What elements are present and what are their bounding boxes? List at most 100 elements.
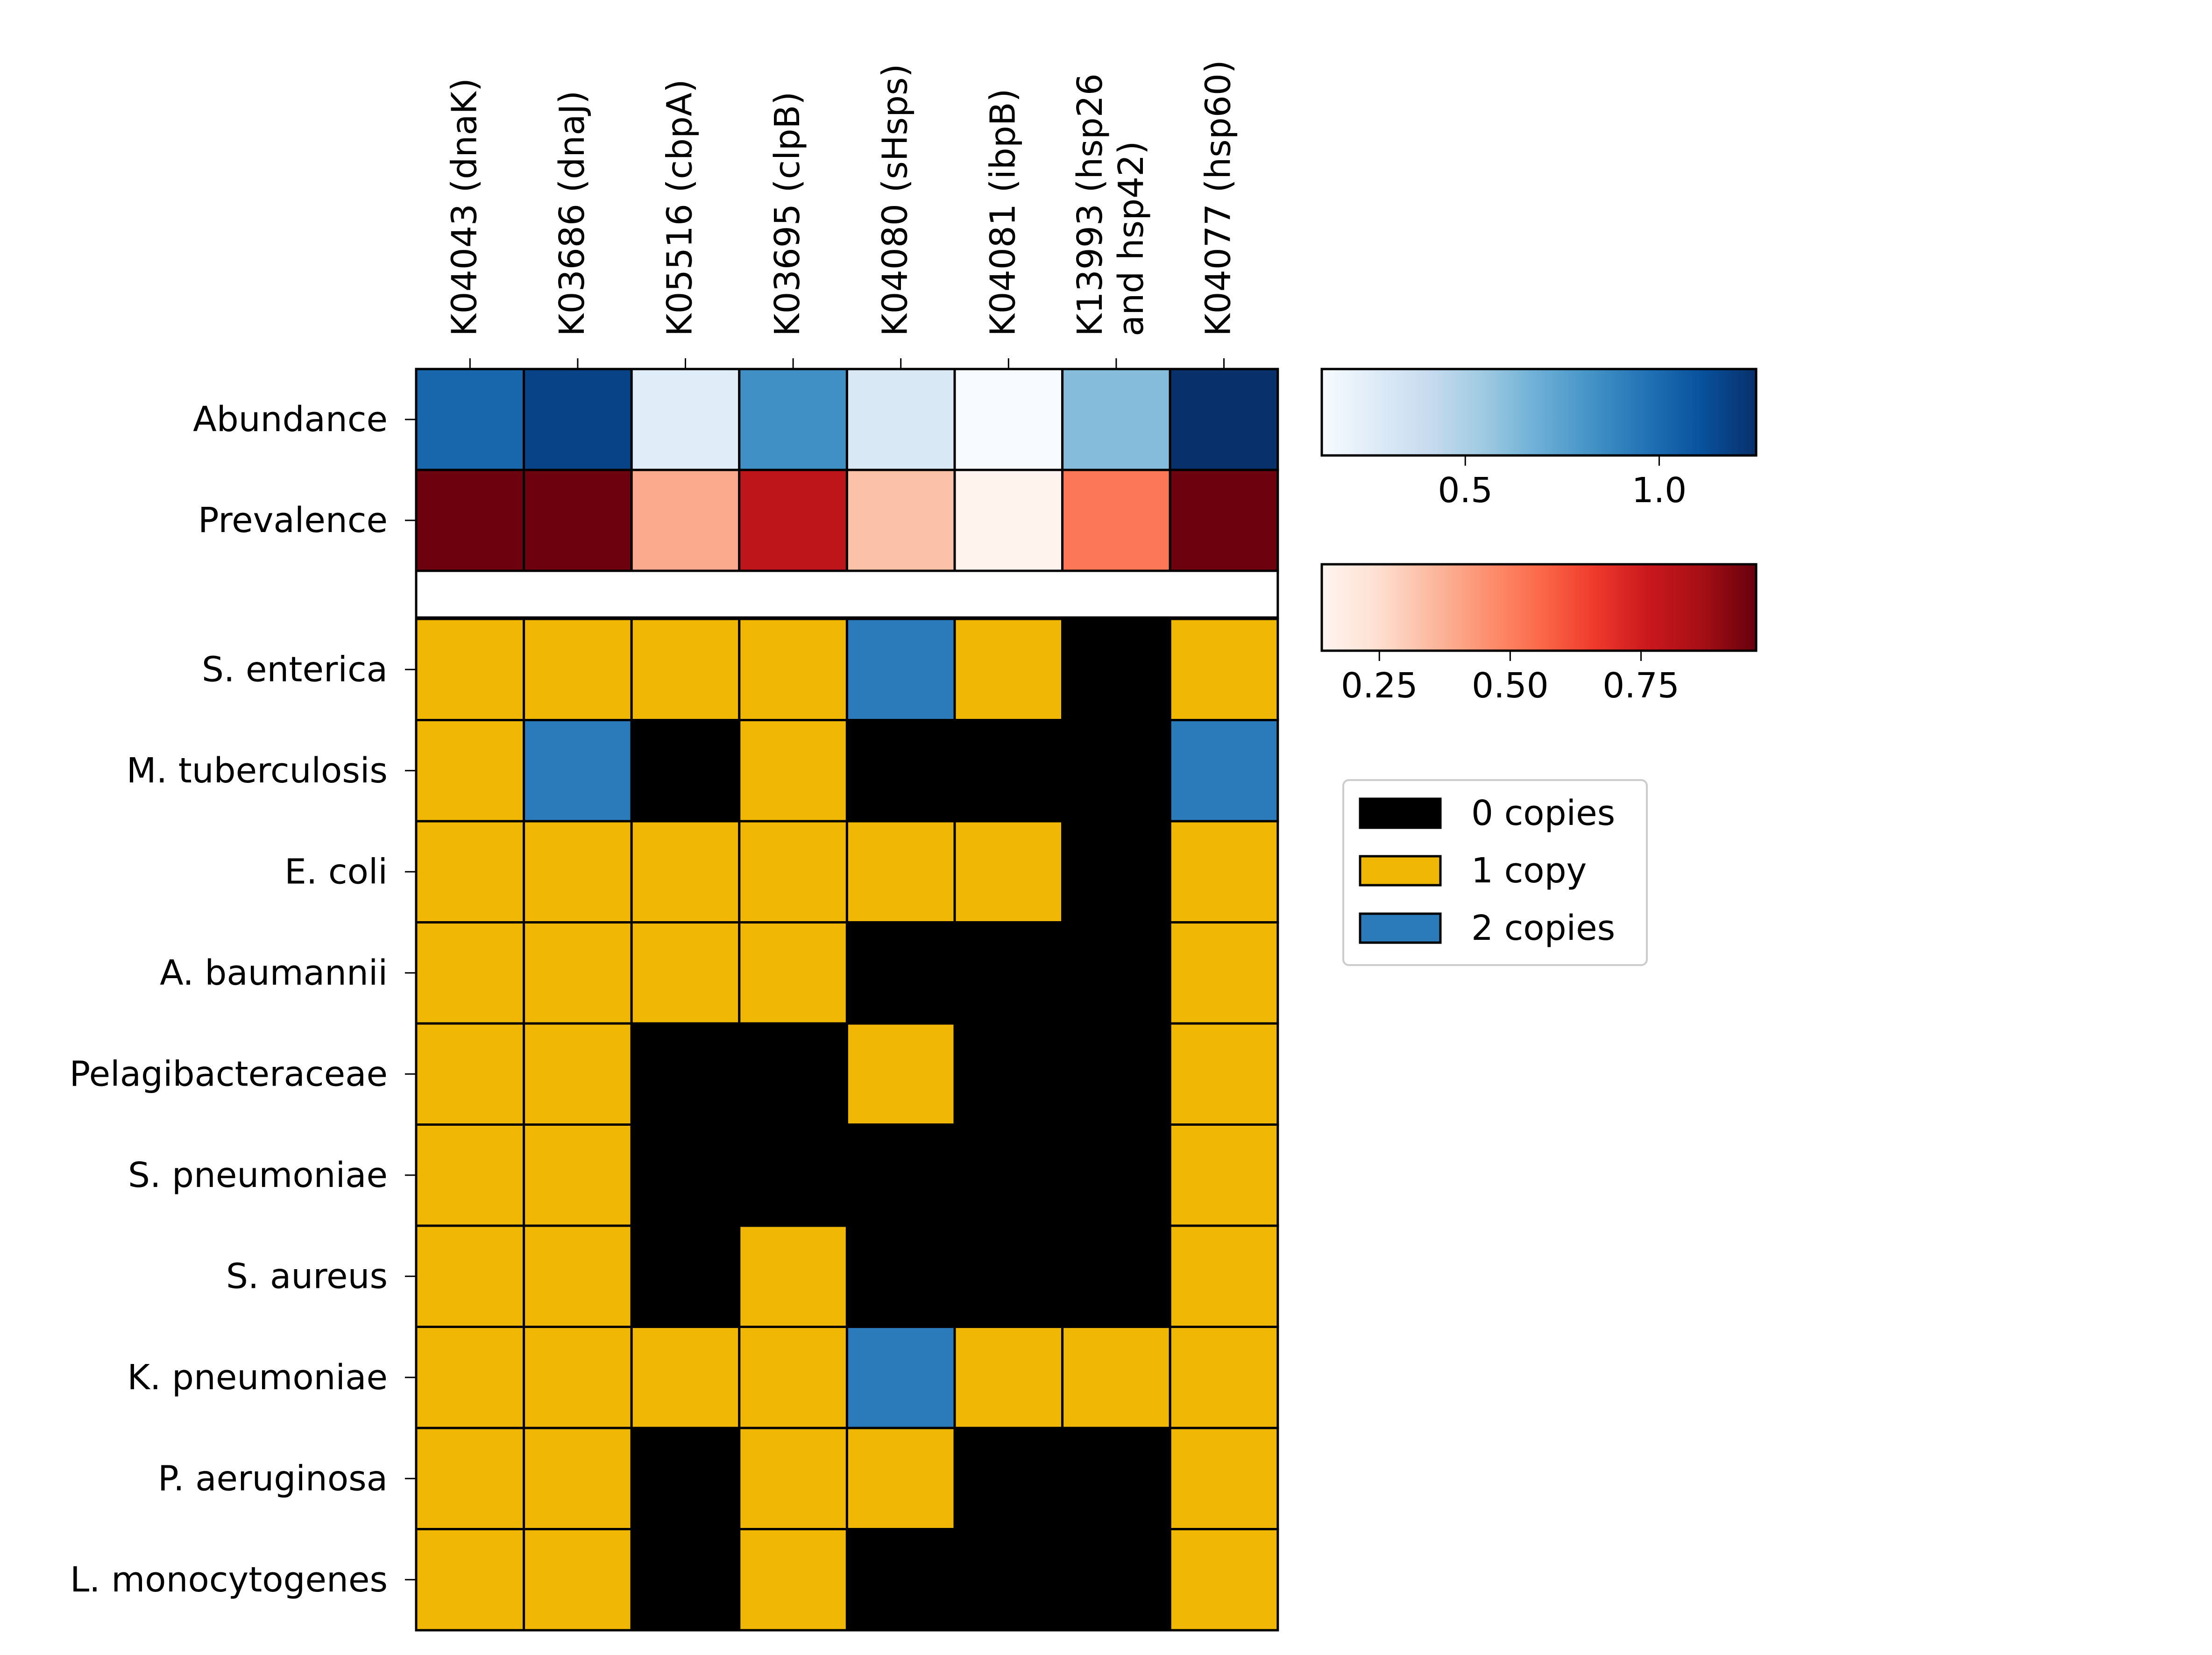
copy-number-cell bbox=[630, 618, 741, 721]
copy-number-cell bbox=[630, 921, 741, 1025]
legend-swatch bbox=[1359, 912, 1442, 944]
copy-number-cell bbox=[415, 1224, 525, 1328]
summary-cell bbox=[630, 368, 741, 471]
copy-number-cell bbox=[523, 1427, 633, 1530]
colorbar-reds bbox=[1320, 563, 1758, 652]
colorbar-tick-label: 0.50 bbox=[1472, 666, 1549, 706]
copy-number-cell bbox=[1169, 1022, 1279, 1126]
row-label: Prevalence bbox=[198, 500, 388, 540]
copy-number-cell bbox=[523, 1022, 633, 1126]
copy-number-cell bbox=[738, 719, 848, 823]
copy-number-cell bbox=[953, 1224, 1064, 1328]
copy-number-cell bbox=[1061, 719, 1171, 823]
copy-number-cell bbox=[845, 1326, 956, 1429]
colorbar-blues bbox=[1320, 368, 1758, 457]
summary-heatmap bbox=[415, 368, 1279, 619]
copy-number-cell bbox=[1169, 618, 1279, 721]
column-label: K13993 (hsp26 bbox=[1070, 73, 1110, 336]
row-label: A. baumannii bbox=[160, 953, 388, 993]
legend-label: 0 copies bbox=[1471, 793, 1615, 833]
copy-number-cell bbox=[845, 1123, 956, 1227]
copy-number-cell bbox=[1169, 1427, 1279, 1530]
summary-cell bbox=[738, 469, 848, 572]
copy-number-cell bbox=[1061, 1326, 1171, 1429]
column-label: K04080 (sHsps) bbox=[875, 64, 915, 336]
row-label: K. pneumoniae bbox=[127, 1357, 388, 1398]
copy-number-cell bbox=[1061, 618, 1171, 721]
copy-number-cell bbox=[630, 1528, 741, 1632]
copy-number-cell bbox=[845, 1224, 956, 1328]
column-label: K04077 (hsp60) bbox=[1198, 60, 1239, 336]
copy-number-cell bbox=[630, 1224, 741, 1328]
copy-number-cell bbox=[415, 719, 525, 823]
copy-number-cell bbox=[415, 820, 525, 923]
copy-number-cell bbox=[1061, 1528, 1171, 1632]
legend-swatch bbox=[1359, 797, 1442, 829]
row-label: Pelagibacteraceae bbox=[70, 1054, 388, 1094]
copy-number-cell bbox=[415, 921, 525, 1025]
copy-number-cell bbox=[630, 1123, 741, 1227]
copy-number-cell bbox=[953, 1528, 1064, 1632]
copy-number-cell bbox=[630, 1427, 741, 1530]
summary-cell bbox=[845, 469, 956, 572]
copy-number-cell bbox=[1169, 1326, 1279, 1429]
summary-cell bbox=[630, 469, 741, 572]
copy-number-cell bbox=[1061, 1022, 1171, 1126]
copy-number-cell bbox=[415, 1123, 525, 1227]
copy-number-cell bbox=[523, 820, 633, 923]
summary-cell bbox=[523, 368, 633, 471]
copy-number-cell bbox=[953, 618, 1064, 721]
copy-number-cell bbox=[953, 1326, 1064, 1429]
spacer-row bbox=[415, 569, 1279, 619]
row-label: M. tuberculosis bbox=[127, 751, 388, 791]
copy-number-cell bbox=[415, 1528, 525, 1632]
copy-number-cell bbox=[415, 1326, 525, 1429]
column-label: K05516 (cbpA) bbox=[660, 79, 700, 336]
copy-number-cell bbox=[415, 1427, 525, 1530]
summary-cell bbox=[415, 469, 525, 572]
colorbar-tick-label: 0.75 bbox=[1602, 666, 1680, 706]
copy-number-cell bbox=[845, 1022, 956, 1126]
copy-number-cell bbox=[523, 618, 633, 721]
row-label: L. monocytogenes bbox=[70, 1560, 388, 1600]
row-labels: Abundance Prevalence S. enterica M. tubercu… bbox=[70, 399, 416, 1600]
copy-number-cell bbox=[953, 719, 1064, 823]
copy-number-cell bbox=[953, 1427, 1064, 1530]
copy-number-legend: 0 copies 1 copy 2 copies bbox=[1342, 779, 1648, 966]
copy-number-cell bbox=[845, 618, 956, 721]
copy-number-cell bbox=[738, 1427, 848, 1530]
copy-number-cell bbox=[630, 1326, 741, 1429]
summary-cell bbox=[1169, 469, 1279, 572]
copy-number-cell bbox=[523, 1326, 633, 1429]
legend-label: 2 copies bbox=[1471, 908, 1615, 948]
colorbar-tick-label: 0.25 bbox=[1341, 666, 1418, 706]
copy-number-cell bbox=[953, 1123, 1064, 1227]
column-label: K04043 (dnaK) bbox=[444, 78, 484, 336]
copy-number-cell bbox=[630, 719, 741, 823]
column-labels: K04043 (dnaK) K03686 (dnaJ) K05516 (cbpA) K… bbox=[444, 60, 1239, 369]
copy-number-cell bbox=[738, 921, 848, 1025]
legend-label: 1 copy bbox=[1471, 851, 1587, 891]
copy-number-cell bbox=[1061, 1224, 1171, 1328]
copy-number-cell bbox=[738, 1224, 848, 1328]
copy-number-cell bbox=[1061, 820, 1171, 923]
colorbars: 0.5 1.0 0.25 0.50 0.75 bbox=[1320, 368, 1758, 706]
copy-number-heatmap bbox=[415, 618, 1279, 1632]
copy-number-cell bbox=[953, 820, 1064, 923]
column-label: K03695 (clpB) bbox=[767, 92, 808, 336]
copy-number-cell bbox=[1061, 921, 1171, 1025]
summary-cell bbox=[845, 368, 956, 471]
colorbar-tick-label: 0.5 bbox=[1438, 470, 1493, 511]
copy-number-cell bbox=[953, 921, 1064, 1025]
row-label: S. enterica bbox=[202, 649, 388, 689]
row-label: Abundance bbox=[193, 399, 388, 440]
summary-cell bbox=[415, 368, 525, 471]
row-label: E. coli bbox=[284, 852, 388, 892]
summary-cell bbox=[1061, 469, 1171, 572]
copy-number-cell bbox=[1169, 1224, 1279, 1328]
copy-number-cell bbox=[845, 921, 956, 1025]
copy-number-cell bbox=[738, 820, 848, 923]
legend-swatch bbox=[1359, 855, 1442, 887]
summary-cell bbox=[953, 368, 1064, 471]
copy-number-cell bbox=[630, 820, 741, 923]
